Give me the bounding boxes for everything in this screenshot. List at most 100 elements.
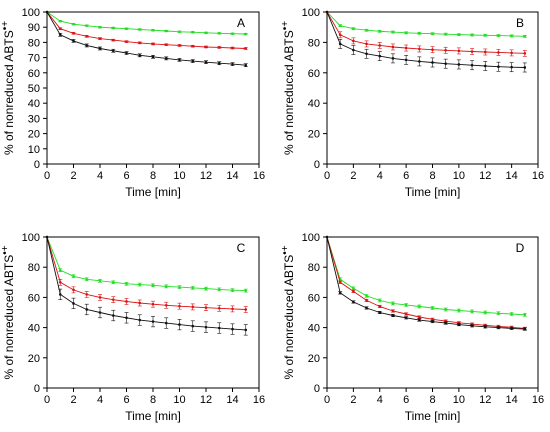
y-axis-label-superscript: •+ bbox=[280, 21, 291, 31]
data-point bbox=[72, 288, 75, 292]
x-tick-label: 0 bbox=[44, 394, 50, 406]
data-point bbox=[85, 24, 89, 27]
data-point bbox=[85, 44, 89, 47]
data-point bbox=[431, 317, 434, 321]
panel-letter: B bbox=[516, 16, 524, 30]
data-point bbox=[204, 31, 208, 35]
data-point bbox=[217, 326, 221, 330]
x-axis-label: Time [min] bbox=[405, 185, 461, 199]
series-red bbox=[325, 235, 527, 330]
y-tick-label: 60 bbox=[308, 68, 320, 80]
data-point bbox=[418, 60, 421, 63]
y-tick-label: 90 bbox=[28, 22, 40, 34]
x-tick-label: 16 bbox=[532, 170, 544, 182]
data-point bbox=[457, 323, 461, 326]
data-point bbox=[352, 287, 355, 290]
data-point bbox=[58, 33, 62, 37]
x-tick-label: 8 bbox=[150, 394, 156, 406]
data-point bbox=[231, 288, 234, 292]
x-tick-label: 2 bbox=[70, 170, 76, 182]
x-tick-label: 12 bbox=[479, 394, 491, 406]
data-point bbox=[404, 46, 408, 50]
data-point bbox=[404, 58, 408, 62]
series-red bbox=[45, 235, 248, 313]
panel-letter: A bbox=[237, 16, 245, 30]
y-tick-label: 20 bbox=[308, 353, 320, 365]
x-tick-label: 8 bbox=[150, 170, 156, 182]
data-point bbox=[244, 289, 248, 292]
data-point bbox=[365, 306, 368, 310]
data-point bbox=[231, 307, 234, 311]
data-point bbox=[457, 63, 461, 66]
data-point bbox=[444, 62, 447, 65]
series-line bbox=[46, 11, 246, 35]
y-axis-label-text: % of nonreduced ABTS bbox=[2, 255, 16, 380]
data-point bbox=[217, 46, 221, 49]
plot-frame bbox=[46, 236, 260, 389]
x-tick-label: 4 bbox=[377, 170, 383, 182]
data-point bbox=[72, 302, 75, 305]
data-point bbox=[470, 324, 474, 328]
data-point bbox=[483, 33, 487, 37]
y-tick-label: 0 bbox=[34, 159, 40, 171]
x-tick-label: 14 bbox=[506, 170, 518, 182]
data-point bbox=[352, 27, 355, 31]
data-point bbox=[45, 235, 49, 239]
data-point bbox=[58, 293, 62, 296]
data-point bbox=[510, 312, 513, 316]
data-point bbox=[217, 61, 221, 65]
data-point bbox=[58, 27, 62, 31]
data-point bbox=[391, 314, 395, 317]
data-point bbox=[378, 305, 382, 308]
y-tick-label: 80 bbox=[308, 37, 320, 49]
data-point bbox=[378, 44, 382, 47]
data-point bbox=[58, 19, 62, 23]
y-axis-label-superscript: •+ bbox=[0, 245, 11, 255]
data-point bbox=[138, 28, 142, 31]
series-line bbox=[326, 236, 525, 316]
data-point bbox=[457, 33, 461, 36]
data-point bbox=[98, 296, 102, 299]
series-line bbox=[326, 11, 525, 68]
y-axis-label: % of nonreduced ABTS•+ bbox=[0, 21, 16, 155]
y-tick-label: 100 bbox=[22, 7, 40, 19]
x-tick-label: 14 bbox=[226, 170, 238, 182]
series-line bbox=[326, 236, 525, 330]
data-point bbox=[510, 34, 513, 38]
data-point bbox=[151, 302, 155, 306]
data-point bbox=[138, 283, 142, 286]
data-point bbox=[418, 31, 421, 35]
data-point bbox=[391, 302, 395, 305]
x-tick-label: 2 bbox=[350, 170, 356, 182]
data-point bbox=[431, 32, 434, 36]
x-tick-label: 0 bbox=[44, 170, 50, 182]
series-line bbox=[46, 236, 246, 331]
panel-letter: C bbox=[237, 241, 246, 255]
data-point bbox=[98, 279, 102, 283]
x-tick-label: 6 bbox=[123, 394, 129, 406]
data-point bbox=[125, 316, 128, 320]
series-green bbox=[325, 10, 527, 38]
x-tick-label: 6 bbox=[123, 170, 129, 182]
series-line bbox=[46, 236, 246, 292]
y-tick-label: 80 bbox=[28, 37, 40, 49]
data-point bbox=[217, 306, 221, 310]
data-point bbox=[191, 44, 195, 48]
data-point bbox=[510, 327, 513, 330]
data-point bbox=[178, 30, 181, 34]
data-point bbox=[365, 294, 368, 298]
data-point bbox=[338, 42, 342, 46]
y-tick-label: 100 bbox=[22, 232, 40, 244]
x-tick-label: 10 bbox=[173, 170, 185, 182]
data-point bbox=[523, 52, 527, 55]
data-point bbox=[325, 235, 329, 239]
x-tick-label: 6 bbox=[403, 394, 409, 406]
data-point bbox=[378, 30, 382, 33]
data-point bbox=[338, 33, 342, 37]
panel-b: 0 2 4 6 8 10 12 14 16 0 20 40 60 80 100 Time [min] % of … bbox=[280, 7, 544, 199]
data-point bbox=[483, 325, 487, 329]
y-tick-label: 100 bbox=[302, 232, 320, 244]
series-line bbox=[46, 11, 246, 49]
data-point bbox=[497, 65, 500, 69]
